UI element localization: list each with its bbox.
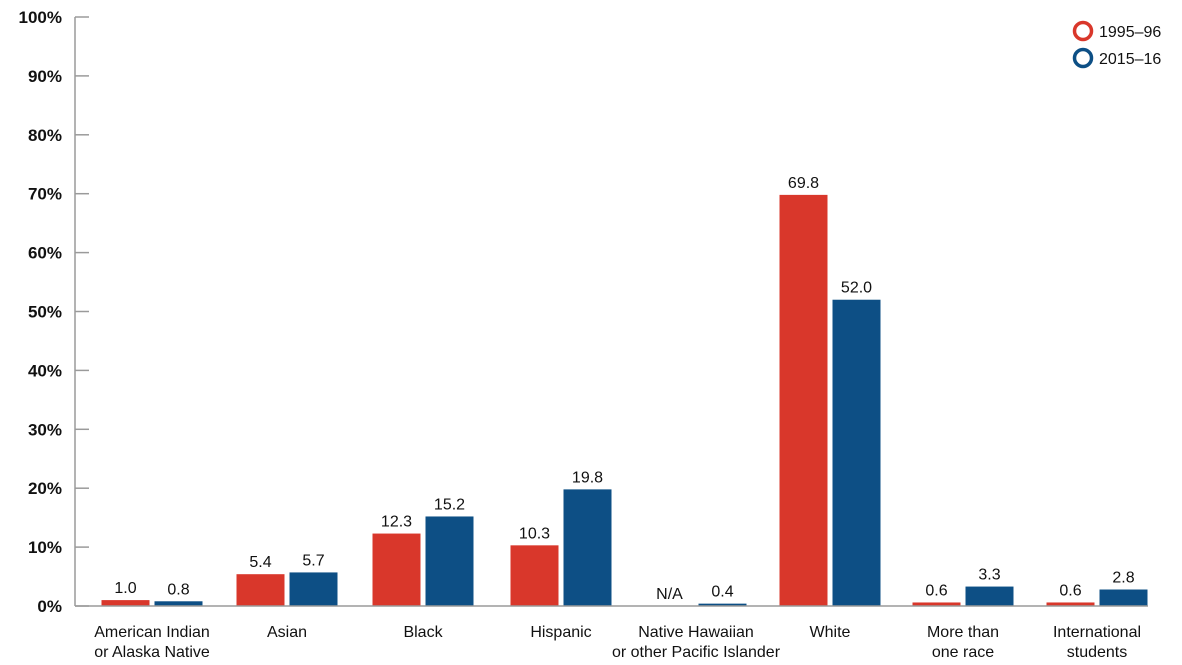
y-tick-label: 0% (37, 597, 62, 616)
legend-marker-icon (1072, 47, 1094, 69)
bar-value-label: 5.7 (302, 552, 324, 569)
bar-series2 (154, 601, 203, 606)
bar-value-label: 12.3 (381, 514, 412, 531)
bar-value-label: 3.3 (978, 567, 1000, 584)
bar-value-label: 5.4 (249, 554, 271, 571)
bar-value-label: 52.0 (841, 280, 872, 297)
bar-series1 (101, 600, 150, 606)
bar-series2 (832, 299, 881, 606)
bar-value-label: N/A (656, 586, 683, 603)
y-tick-label: 10% (28, 538, 62, 557)
y-tick-label: 50% (28, 303, 62, 322)
bar-value-label: 15.2 (434, 496, 465, 513)
x-category-label: American Indian (94, 624, 210, 641)
x-category-label: International (1053, 624, 1141, 641)
bar-value-label: 0.4 (711, 584, 733, 601)
y-tick-label: 60% (28, 244, 62, 263)
y-tick-label: 40% (28, 361, 62, 380)
bar-value-label: 0.6 (925, 582, 947, 599)
bar-series1 (1046, 602, 1095, 606)
bar-series2 (425, 516, 474, 606)
bar-value-label: 0.8 (167, 581, 189, 598)
bar-series2 (1099, 589, 1148, 606)
x-category-label: Native Hawaiian (638, 624, 754, 641)
legend-label: 2015–16 (1099, 51, 1161, 68)
y-tick-label: 70% (28, 185, 62, 204)
bar-series2 (563, 489, 612, 606)
bar-series1 (779, 194, 828, 607)
x-category-label: Hispanic (530, 624, 591, 641)
bar-series2 (289, 572, 338, 606)
x-category-label: or other Pacific Islander (612, 644, 781, 661)
y-tick-label: 30% (28, 420, 62, 439)
y-tick-label: 90% (28, 67, 62, 86)
x-category-label: More than (927, 624, 999, 641)
bar-series1 (510, 545, 559, 606)
bar-series1 (912, 602, 961, 606)
x-category-label: Asian (267, 624, 307, 641)
bar-series2 (698, 603, 747, 606)
x-category-label: White (810, 624, 851, 641)
bar-series1 (372, 533, 421, 606)
bar-value-label: 69.8 (788, 175, 819, 192)
x-category-label: one race (932, 644, 994, 661)
x-category-label: students (1067, 644, 1127, 661)
x-category-label: or Alaska Native (94, 644, 210, 661)
bar-value-label: 1.0 (114, 580, 136, 597)
y-tick-label: 100% (19, 8, 62, 27)
bar-value-label: 19.8 (572, 469, 603, 486)
y-tick-label: 80% (28, 126, 62, 145)
y-tick-label: 20% (28, 479, 62, 498)
x-category-label: Black (403, 624, 443, 641)
bar-series1 (236, 574, 285, 606)
legend-label: 1995–96 (1099, 24, 1161, 41)
bar-value-label: 0.6 (1059, 582, 1081, 599)
bar-series2 (965, 586, 1014, 606)
bar-value-label: 10.3 (519, 525, 550, 542)
bar-value-label: 2.8 (1112, 570, 1134, 587)
legend-marker-icon (1072, 20, 1094, 42)
